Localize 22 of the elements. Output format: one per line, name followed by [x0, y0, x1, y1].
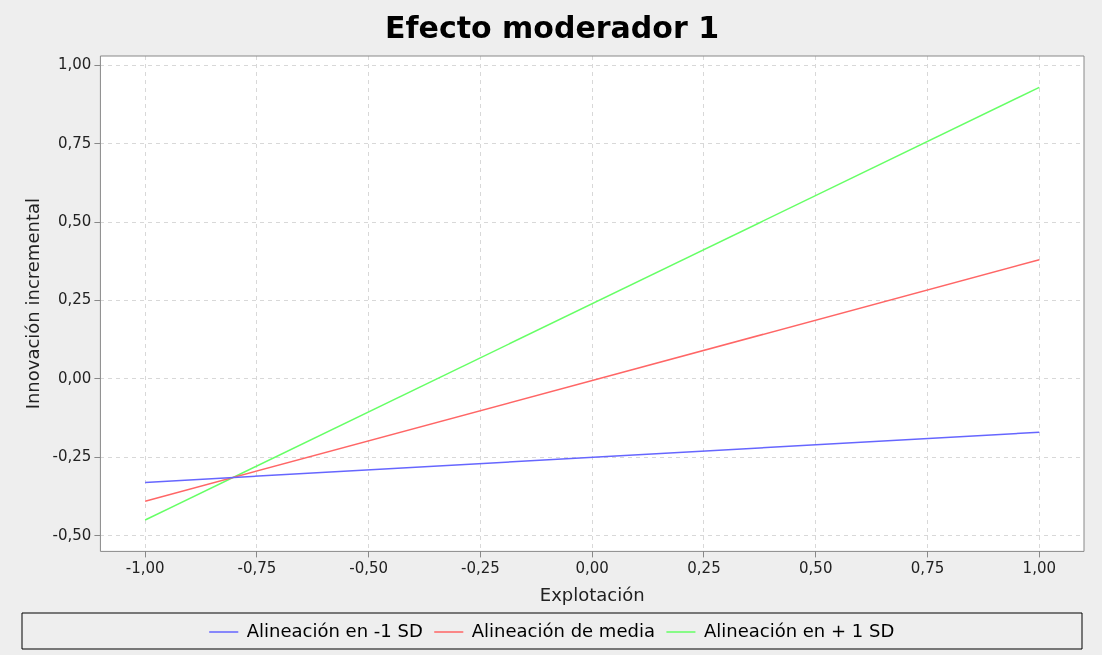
x-axis-title: Explotación	[539, 583, 645, 605]
legend-label: Alineación en -1 SD	[246, 619, 423, 641]
x-tick-label: 0,00	[575, 559, 609, 578]
chart-title: Efecto moderador 1	[385, 9, 719, 45]
x-tick-label: 1,00	[1022, 559, 1056, 578]
y-tick-label: 1,00	[58, 55, 92, 74]
y-axis-title: Innovación incremental	[22, 198, 44, 410]
y-tick-label: -0,25	[52, 447, 92, 466]
x-tick-label: 0,75	[910, 559, 945, 578]
y-tick-label: 0,00	[58, 368, 92, 387]
x-tick-label: 0,25	[687, 559, 721, 578]
y-tick-label: 0,75	[58, 133, 92, 152]
x-tick-label: -1,00	[125, 559, 165, 578]
x-tick-label: -0,75	[237, 559, 277, 578]
x-tick-label: 0,50	[799, 559, 833, 578]
y-tick-label: 0,25	[58, 290, 92, 309]
x-tick-label: -0,50	[349, 559, 389, 578]
y-tick-label: 0,50	[58, 212, 92, 231]
x-tick-label: -0,25	[461, 559, 500, 578]
legend-label: Alineación en + 1 SD	[703, 619, 895, 641]
legend-label: Alineación de media	[471, 619, 655, 641]
y-tick-label: -0,50	[52, 525, 92, 544]
